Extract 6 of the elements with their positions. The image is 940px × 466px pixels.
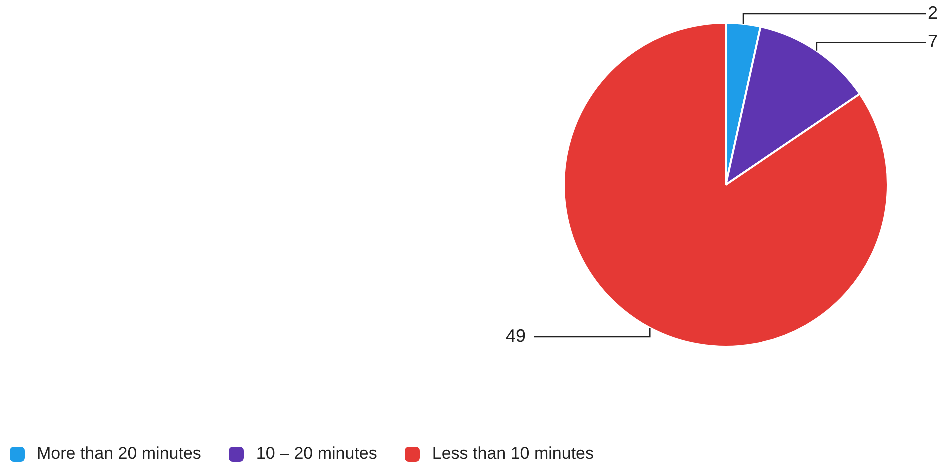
data-label: 7 <box>928 32 938 52</box>
legend-label: Less than 10 minutes <box>432 444 594 464</box>
data-label: 49 <box>506 326 526 346</box>
data-label: 2 <box>928 2 938 23</box>
legend-label: 10 – 20 minutes <box>256 444 378 464</box>
legend-label: More than 20 minutes <box>37 444 202 464</box>
